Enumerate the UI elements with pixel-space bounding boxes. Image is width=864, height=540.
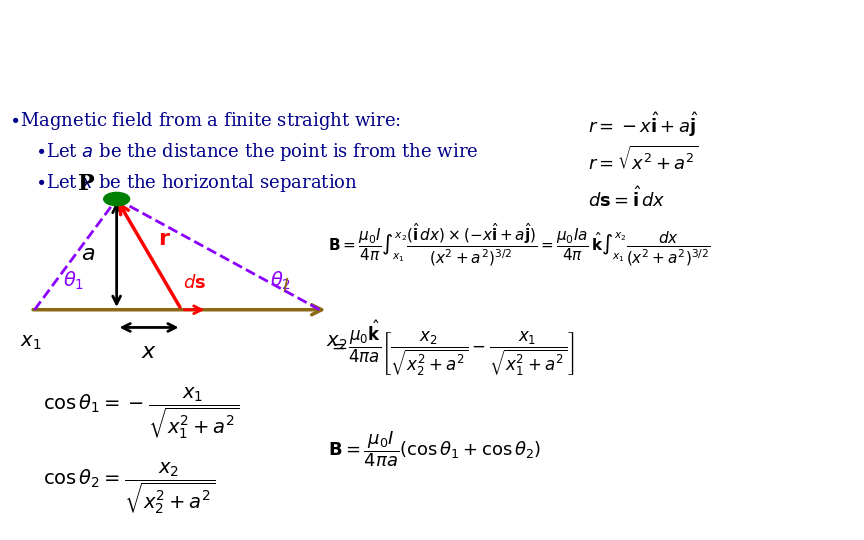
Text: $\cos\theta_2 = \dfrac{x_2}{\sqrt{x_2^2 + a^2}}$: $\cos\theta_2 = \dfrac{x_2}{\sqrt{x_2^2 … xyxy=(43,460,215,516)
Circle shape xyxy=(104,192,130,206)
Text: $\theta_1$: $\theta_1$ xyxy=(63,270,84,292)
Text: $\mathbf{B} = \dfrac{\mu_0 I}{4\pi a}(\cos\theta_1 + \cos\theta_2)$: $\mathbf{B} = \dfrac{\mu_0 I}{4\pi a}(\c… xyxy=(328,429,542,469)
Text: $d\mathbf{s} = \hat{\mathbf{i}}\,dx$: $d\mathbf{s} = \hat{\mathbf{i}}\,dx$ xyxy=(588,186,665,211)
Text: $= \dfrac{\mu_0\hat{\mathbf{k}}}{4\pi a}\left[\dfrac{x_2}{\sqrt{x_2^2+a^2}} - \d: $= \dfrac{\mu_0\hat{\mathbf{k}}}{4\pi a}… xyxy=(328,319,575,379)
Text: $a$: $a$ xyxy=(81,244,95,265)
Text: $r = -x\hat{\mathbf{i}} + a\hat{\mathbf{j}}$: $r = -x\hat{\mathbf{i}} + a\hat{\mathbf{… xyxy=(588,111,698,139)
Text: $r = \sqrt{x^2 + a^2}$: $r = \sqrt{x^2 + a^2}$ xyxy=(588,146,698,174)
Text: $\bullet$Let $x$ be the horizontal separation: $\bullet$Let $x$ be the horizontal separ… xyxy=(35,172,358,194)
Text: P: P xyxy=(79,173,95,194)
Text: $x_2$: $x_2$ xyxy=(327,334,347,353)
Text: $I$: $I$ xyxy=(282,279,289,296)
Text: $\theta_2$: $\theta_2$ xyxy=(270,270,291,292)
Text: $\cos\theta_1 = -\dfrac{x_1}{\sqrt{x_1^2 + a^2}}$: $\cos\theta_1 = -\dfrac{x_1}{\sqrt{x_1^2… xyxy=(43,385,239,441)
Text: Magnetic Field from a Finite Wire: Magnetic Field from a Finite Wire xyxy=(48,27,816,70)
Text: $\mathbf{r}$: $\mathbf{r}$ xyxy=(157,228,170,250)
Text: $\mathbf{B} = \dfrac{\mu_0 I}{4\pi}\int_{x_1}^{x_2}\dfrac{(\hat{\mathbf{i}}\,dx): $\mathbf{B} = \dfrac{\mu_0 I}{4\pi}\int_… xyxy=(328,221,711,267)
Text: $x_1$: $x_1$ xyxy=(20,334,41,353)
Text: $d\mathbf{s}$: $d\mathbf{s}$ xyxy=(183,274,206,292)
Text: $x$: $x$ xyxy=(141,341,157,363)
Text: $\bullet$Magnetic field from a finite straight wire:: $\bullet$Magnetic field from a finite st… xyxy=(9,111,401,132)
Text: $\bullet$Let $a$ be the distance the point is from the wire: $\bullet$Let $a$ be the distance the poi… xyxy=(35,141,478,164)
Text: Warning: My $\theta_2$ differs
from that of the book: Warning: My $\theta_2$ differs from that… xyxy=(356,475,586,518)
